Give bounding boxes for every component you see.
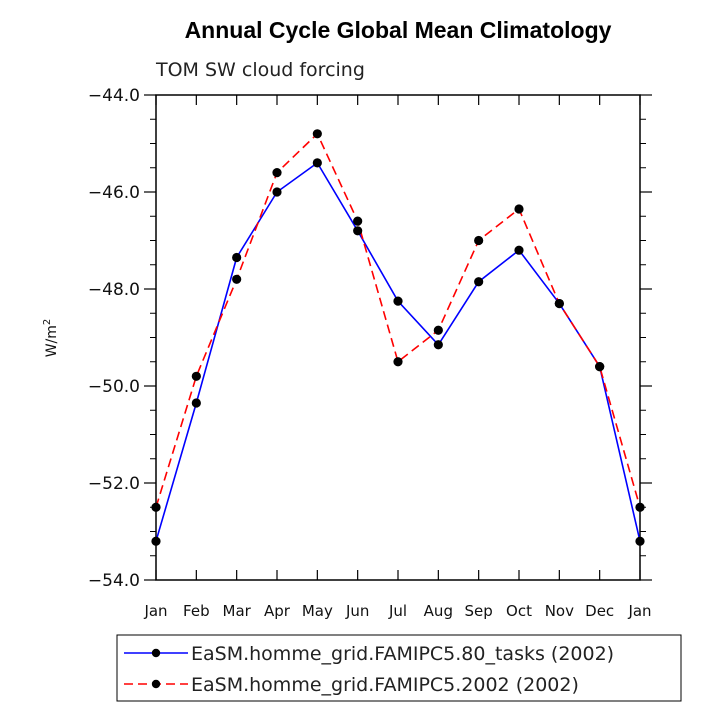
x-tick-label: Jun [345, 602, 369, 620]
series-line-1 [155, 132, 641, 508]
series-0-point [514, 245, 524, 255]
x-tick-label: Dec [585, 602, 614, 620]
series-layer [151, 129, 645, 546]
series-1-point [353, 216, 363, 226]
series-0-point [191, 398, 201, 408]
y-axis-label-superscript: 2 [42, 319, 53, 325]
series-0-point [312, 158, 322, 168]
y-axis-label: W/m2 [42, 319, 60, 358]
chart-subtitle: TOM SW cloud forcing [155, 59, 365, 81]
series-1-point [554, 298, 564, 309]
x-tick-label: Aug [424, 602, 453, 620]
series-1-point [393, 357, 403, 367]
series-1-point [312, 129, 322, 139]
y-tick-label: −50.0 [88, 377, 140, 397]
series-1-point [151, 502, 161, 512]
series-1-point [474, 235, 484, 246]
x-tick-label: Mar [223, 602, 252, 620]
x-tick-label: May [302, 602, 333, 620]
series-1-point [635, 502, 645, 512]
x-tick-label: Oct [506, 602, 532, 620]
y-tick-label: −44.0 [88, 86, 140, 106]
y-tick-label: −54.0 [88, 571, 140, 591]
series-1-point [514, 204, 524, 214]
x-tick-label: Jul [388, 602, 407, 620]
axis-ticks [144, 94, 652, 581]
svg-text:W/m2: W/m2 [42, 319, 60, 358]
y-tick-labels: −54.0 −52.0 −50.0 −48.0 −46.0 −44.0 [88, 86, 140, 591]
series-0-point [635, 536, 645, 546]
legend-label-0: EaSM.homme_grid.FAMIPC5.80_tasks (2002) [191, 643, 614, 665]
series-0-point [151, 536, 161, 546]
legend: EaSM.homme_grid.FAMIPC5.80_tasks (2002) … [116, 634, 682, 702]
series-1-point [232, 274, 242, 284]
x-tick-label: Apr [264, 602, 291, 620]
series-0-point [232, 252, 242, 263]
series-line-0 [155, 161, 641, 542]
legend-label-1: EaSM.homme_grid.FAMIPC5.2002 (2002) [191, 674, 579, 696]
x-tick-label: Jan [627, 602, 651, 620]
chart-title: Annual Cycle Global Mean Climatology [185, 17, 612, 43]
plot-frame [155, 94, 641, 581]
series-0-point [393, 296, 403, 306]
x-tick-label: Jan [143, 602, 167, 620]
series-1-point [272, 168, 282, 178]
x-tick-labels: Jan Feb Mar Apr May Jun Jul Aug Sep Oct Nov Dec Jan [143, 602, 651, 620]
legend-swatch-marker-0 [151, 648, 161, 658]
series-1-point [191, 371, 201, 381]
y-tick-label: −48.0 [88, 280, 140, 300]
series-1-point [433, 325, 443, 335]
series-0-point [474, 277, 484, 287]
series-0-point [433, 340, 443, 350]
y-tick-label: −46.0 [88, 183, 140, 203]
series-0-point [353, 226, 363, 236]
legend-swatch-marker-1 [151, 679, 161, 689]
legend-box [116, 634, 682, 702]
x-tick-label: Nov [545, 602, 574, 620]
y-tick-label: −52.0 [88, 474, 140, 494]
x-tick-label: Sep [465, 602, 493, 620]
series-1-point [595, 362, 605, 372]
x-tick-label: Feb [183, 602, 210, 620]
series-0-point [272, 187, 282, 197]
y-axis-label-base: W/m [44, 325, 60, 357]
